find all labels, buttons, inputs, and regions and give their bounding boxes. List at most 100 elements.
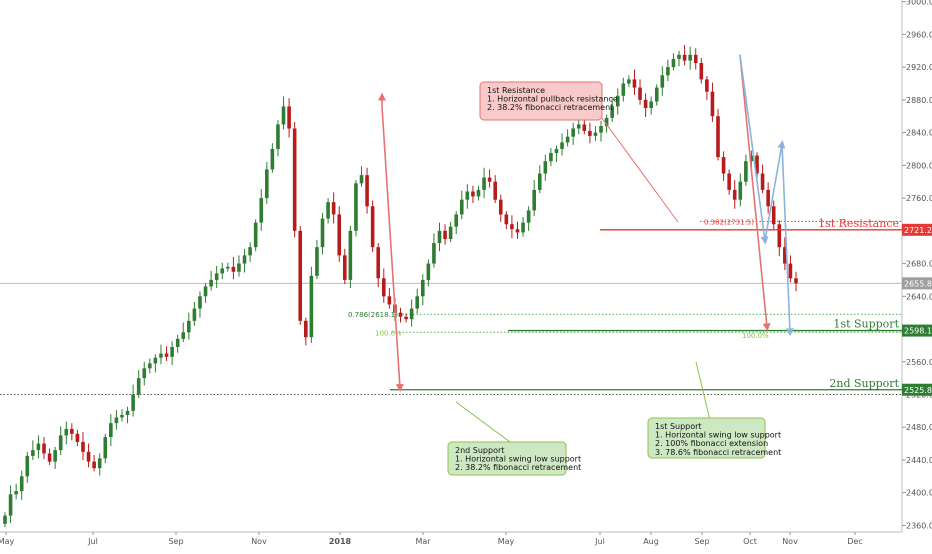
candle-body — [320, 218, 325, 248]
support1-label: 1st Support — [833, 318, 899, 331]
fib-100-label-right: 100.0% — [742, 332, 769, 340]
resistance-price-tag-text: 2721.2 — [904, 226, 932, 235]
candle-body — [398, 312, 403, 317]
support1-annotation-box — [647, 417, 766, 459]
candle-body — [136, 378, 141, 395]
candle-body — [660, 75, 665, 88]
candle-body — [705, 79, 709, 92]
res-callout-pointer — [595, 109, 679, 223]
candle-body — [755, 155, 759, 174]
candle-body — [237, 263, 241, 272]
pink-arrow-down-left — [381, 106, 404, 392]
candle-body — [604, 117, 609, 127]
resistance-annotation-line: 1. Horizontal pullback resistance — [487, 95, 618, 104]
y-tick-label: 2560.0 — [906, 358, 932, 367]
candle-body — [348, 230, 353, 280]
candle-body — [760, 173, 765, 190]
fib-382-label: 0.382(2731.5) — [704, 218, 754, 226]
candle-body — [783, 247, 787, 264]
candle-body — [259, 198, 264, 223]
candle-body — [649, 101, 653, 109]
candle-body — [482, 177, 486, 190]
support2-price-tag-text: 2525.8 — [904, 386, 932, 395]
candle-body — [387, 296, 392, 305]
candle-body — [693, 54, 698, 64]
x-tick-label: Dec — [847, 537, 862, 546]
candle-body — [381, 278, 386, 297]
candle-body — [593, 132, 598, 136]
candle-body — [331, 202, 336, 215]
candle-body — [3, 515, 7, 524]
blue-arrow-down — [739, 54, 769, 245]
candle-body — [721, 157, 726, 174]
candle-body — [526, 210, 531, 223]
candle-body — [253, 222, 258, 248]
candle-body — [209, 279, 213, 287]
candle-body — [36, 443, 41, 451]
candle-body — [315, 247, 319, 276]
fib-786-label: 0.786(2618.1) — [348, 311, 398, 319]
candle-body — [409, 308, 414, 320]
sup1-callout-pointer — [695, 361, 711, 421]
candle-body — [370, 206, 375, 248]
candle-body — [47, 453, 52, 462]
candle-body — [588, 130, 592, 136]
candle-body — [25, 455, 30, 477]
candle-body — [454, 214, 459, 227]
candle-body — [97, 458, 102, 469]
x-tick-label: Nov — [251, 537, 267, 546]
candle-body — [31, 450, 35, 456]
candle-body — [504, 214, 509, 225]
candle-body — [710, 91, 715, 117]
candle-body — [309, 275, 314, 338]
resistance-label: 1st Resistance — [818, 217, 899, 230]
y-tick-label: 2920.0 — [906, 63, 932, 72]
candle-body — [326, 202, 330, 219]
candle-body — [515, 229, 520, 233]
candle-body — [270, 148, 275, 170]
x-tick-label: 2018 — [329, 537, 352, 546]
candle-body — [125, 410, 130, 415]
candle-body — [794, 278, 798, 284]
candle-body — [582, 124, 587, 131]
y-tick-label: 2440.0 — [906, 456, 932, 465]
candle-body — [627, 79, 631, 84]
y-tick-label: 2640.0 — [906, 292, 932, 301]
support2-label: 2nd Support — [829, 377, 899, 390]
candle-body — [766, 189, 770, 207]
candle-body — [732, 189, 737, 200]
candle-body — [738, 181, 743, 200]
candle-body — [53, 450, 57, 462]
candle-body — [153, 357, 158, 364]
support1-annotation-line: 3. 78.6% fibonacci retracement — [655, 448, 781, 457]
candle-body — [426, 263, 431, 280]
candle-body — [554, 148, 559, 154]
sup2-callout-pointer — [455, 401, 511, 443]
candle-body — [231, 266, 236, 272]
blue-arrow-up — [764, 140, 786, 241]
candle-body — [170, 347, 174, 357]
candle-body — [443, 230, 447, 239]
candle-body — [181, 332, 186, 339]
candle-body — [142, 368, 147, 379]
candle-body — [198, 296, 202, 309]
candle-body — [120, 414, 124, 418]
candle-body — [159, 353, 163, 358]
candle-body — [437, 230, 442, 244]
candle-body — [354, 183, 358, 231]
candle-body — [521, 222, 525, 233]
candle-body — [487, 177, 492, 182]
support1-annotation-line: 1. Horizontal swing low support — [655, 431, 781, 440]
candle-body — [549, 153, 553, 162]
candle-body — [476, 189, 481, 197]
candle-body — [103, 437, 108, 459]
candle-body — [571, 128, 575, 137]
candle-body — [565, 136, 570, 143]
candle-body — [788, 263, 793, 279]
candle-body — [276, 124, 280, 149]
candle-body — [493, 181, 497, 200]
